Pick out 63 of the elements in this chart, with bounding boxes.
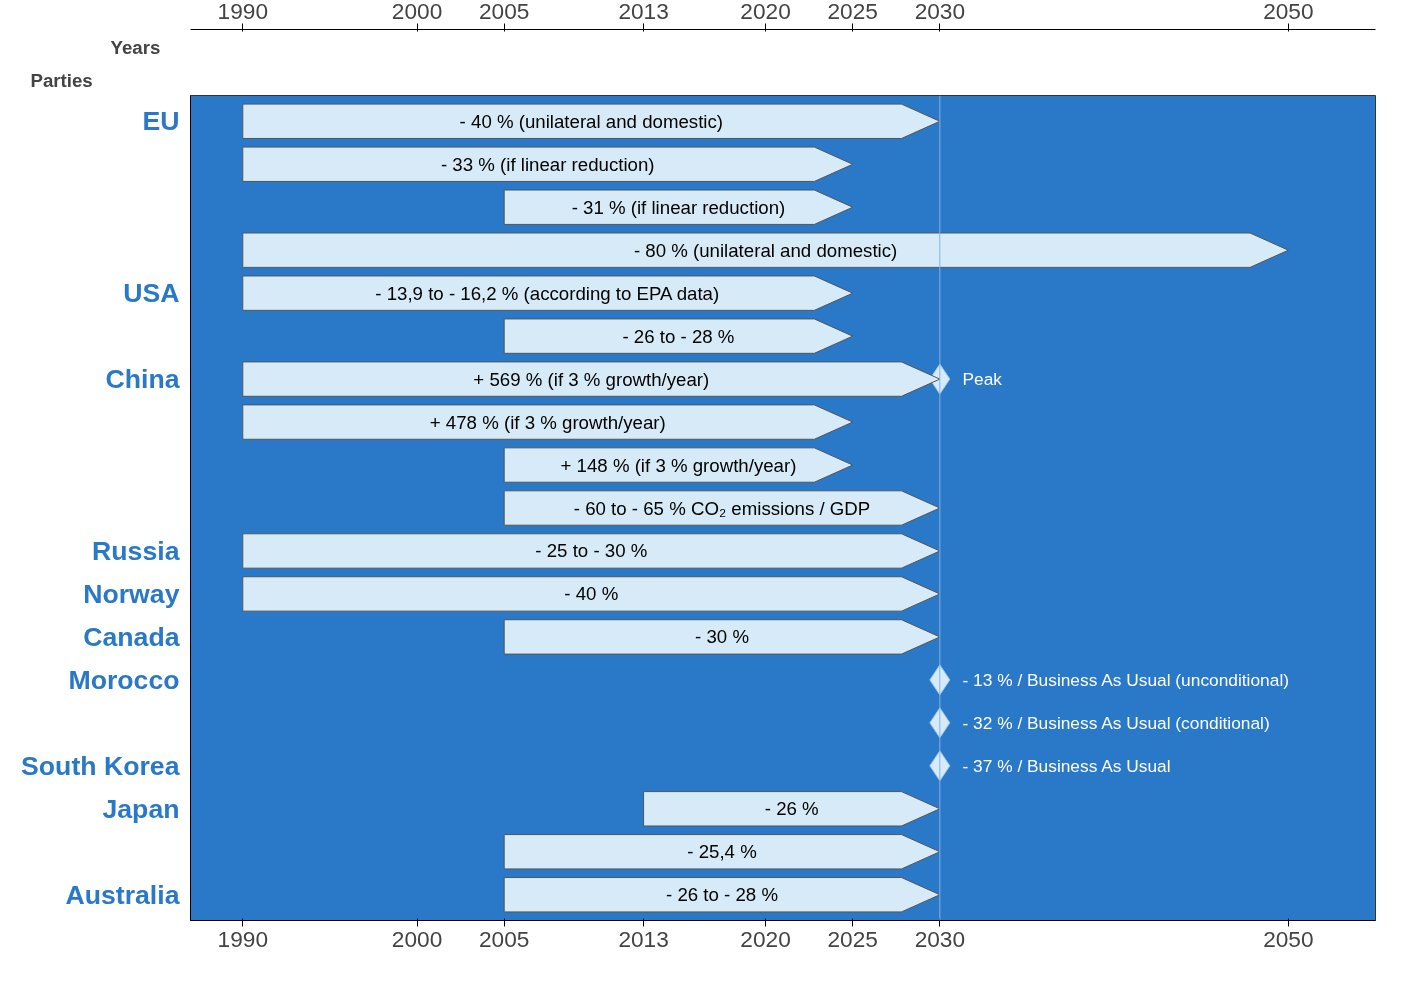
annotation: - 37 % / Business As Usual bbox=[962, 755, 1171, 776]
bar bbox=[503, 318, 854, 354]
y-axis-title: Parties bbox=[30, 69, 93, 91]
annotation: - 13,9 to - 16,2 % (according to EPA data) bbox=[375, 282, 720, 304]
x-tick-label: 2025 bbox=[827, 925, 878, 952]
bar bbox=[643, 791, 941, 827]
bar bbox=[242, 103, 941, 139]
x-tick-label: 2000 bbox=[391, 925, 443, 952]
bar bbox=[242, 232, 1289, 268]
bar bbox=[503, 834, 941, 870]
bar bbox=[503, 447, 854, 483]
x2-tick-label: 2020 bbox=[740, 0, 791, 24]
bar bbox=[503, 619, 941, 655]
bar bbox=[503, 490, 941, 526]
bar bbox=[242, 275, 854, 311]
annotation: - 80 % (unilateral and domestic) bbox=[633, 239, 898, 261]
bar bbox=[242, 404, 854, 440]
annotation: + 569 % (if 3 % growth/year) bbox=[473, 368, 710, 390]
x-tick-label: 2020 bbox=[740, 925, 791, 952]
annotation: + 478 % (if 3 % growth/year) bbox=[429, 411, 666, 433]
annotation: - 26 to - 28 % bbox=[622, 325, 735, 347]
y-tick-label: Japan bbox=[102, 793, 180, 824]
y-tick-label: USA bbox=[123, 278, 180, 309]
annotation: - 26 % bbox=[764, 798, 819, 820]
annotation: - 32 % / Business As Usual (conditional) bbox=[962, 712, 1270, 733]
x-tick-label: 2005 bbox=[478, 925, 530, 952]
x2-tick-label: 2030 bbox=[914, 0, 966, 24]
y-tick-label: Norway bbox=[83, 578, 180, 609]
x-tick-label: 2013 bbox=[618, 925, 669, 952]
annotation: - 13 % / Business As Usual (unconditional) bbox=[962, 669, 1290, 690]
x2-tick-label: 1990 bbox=[217, 0, 268, 24]
bar bbox=[242, 576, 941, 612]
y-tick-label: Canada bbox=[83, 621, 180, 652]
y-tick-label: Australia bbox=[65, 879, 180, 910]
x2-tick-label: 2000 bbox=[391, 0, 443, 24]
annotation: - 30 % bbox=[695, 626, 749, 648]
annotation: + 148 % (if 3 % growth/year) bbox=[560, 454, 797, 476]
annotation: Peak bbox=[962, 369, 1003, 390]
annotation: - 25,4 % bbox=[687, 841, 757, 863]
x-tick-label: 1990 bbox=[217, 925, 268, 952]
annotation: - 25 to - 30 % bbox=[535, 540, 648, 562]
annotation: - 31 % (if linear reduction) bbox=[571, 196, 786, 218]
x2-tick-label: 2050 bbox=[1263, 0, 1314, 24]
y-tick-label: China bbox=[105, 364, 180, 395]
y-tick-label: South Korea bbox=[21, 750, 180, 781]
x-tick-label: 2050 bbox=[1263, 925, 1314, 952]
annotation: - 60 to - 65 % CO₂ emissions / GDP bbox=[573, 497, 871, 519]
x-axis-title: Years bbox=[110, 36, 161, 58]
annotation: - 33 % (if linear reduction) bbox=[440, 153, 655, 175]
y-tick-label: Morocco bbox=[68, 664, 180, 695]
bar bbox=[242, 533, 941, 569]
annotation: - 26 to - 28 % bbox=[666, 884, 779, 906]
x2-tick-label: 2025 bbox=[827, 0, 878, 24]
annotation: - 40 % bbox=[564, 583, 619, 605]
bar bbox=[503, 189, 854, 225]
y-tick-label: EU bbox=[142, 106, 180, 137]
y-tick-label: Russia bbox=[92, 535, 180, 566]
annotation: - 40 % (unilateral and domestic) bbox=[459, 110, 724, 132]
bar bbox=[503, 877, 941, 913]
x-tick-label: 2030 bbox=[914, 925, 966, 952]
x2-tick-label: 2013 bbox=[618, 0, 669, 24]
x2-tick-label: 2005 bbox=[478, 0, 530, 24]
bar bbox=[242, 146, 854, 182]
